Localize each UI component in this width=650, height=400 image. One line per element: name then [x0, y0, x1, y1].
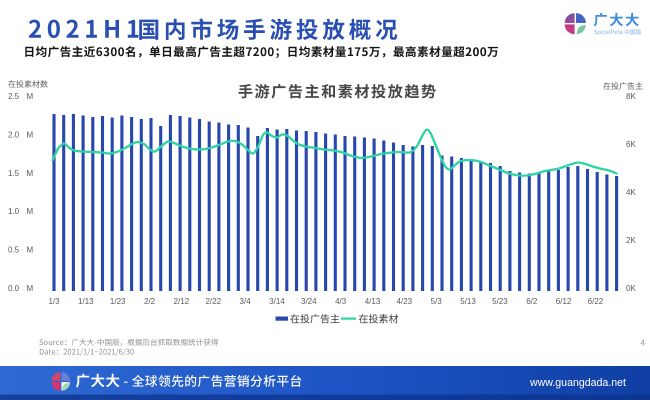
- svg-text:M: M: [27, 246, 34, 255]
- svg-text:2K: 2K: [626, 236, 636, 245]
- svg-text:4/23: 4/23: [397, 297, 413, 306]
- svg-text:1/23: 1/23: [110, 297, 126, 306]
- svg-text:1.5: 1.5: [8, 169, 20, 178]
- svg-text:0.5: 0.5: [8, 246, 20, 255]
- svg-text:6K: 6K: [626, 140, 636, 149]
- svg-text:M: M: [27, 207, 34, 216]
- svg-text:2/22: 2/22: [205, 297, 221, 306]
- svg-text:1.0: 1.0: [8, 207, 20, 216]
- svg-text:2/2: 2/2: [144, 297, 156, 306]
- svg-text:3/24: 3/24: [301, 297, 317, 306]
- svg-text:3/14: 3/14: [269, 297, 285, 306]
- svg-text:M: M: [27, 284, 34, 293]
- svg-text:M: M: [27, 130, 34, 139]
- svg-text:6/2: 6/2: [526, 297, 538, 306]
- svg-text:1/13: 1/13: [78, 297, 94, 306]
- svg-text:2.5: 2.5: [8, 92, 20, 101]
- svg-text:5/13: 5/13: [460, 297, 476, 306]
- svg-text:8K: 8K: [626, 92, 636, 101]
- svg-text:5/23: 5/23: [492, 297, 508, 306]
- svg-text:4: 4: [641, 339, 646, 348]
- svg-text:3/4: 3/4: [240, 297, 252, 306]
- svg-text:6/12: 6/12: [556, 297, 572, 306]
- svg-text:1/3: 1/3: [48, 297, 60, 306]
- svg-text:M: M: [27, 169, 34, 178]
- svg-text:0K: 0K: [626, 284, 636, 293]
- svg-text:4/3: 4/3: [335, 297, 347, 306]
- svg-text:2/12: 2/12: [174, 297, 190, 306]
- svg-text:5/3: 5/3: [431, 297, 443, 306]
- svg-text:M: M: [27, 92, 34, 101]
- svg-text:4K: 4K: [626, 188, 636, 197]
- svg-text:2.0: 2.0: [8, 130, 20, 139]
- svg-text:6/22: 6/22: [588, 297, 604, 306]
- svg-text:4/13: 4/13: [365, 297, 381, 306]
- svg-text:0.0: 0.0: [8, 284, 20, 293]
- svg-text:www.guangdada.net: www.guangdada.net: [529, 377, 626, 389]
